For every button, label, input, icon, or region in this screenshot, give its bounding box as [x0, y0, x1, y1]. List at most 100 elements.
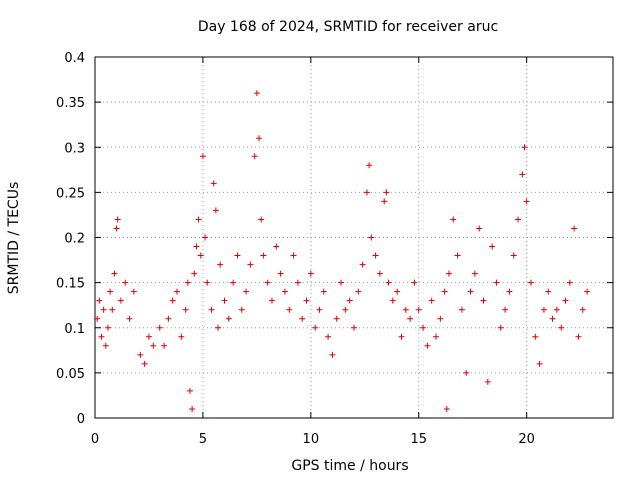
y-tick-label: 0: [77, 412, 85, 427]
data-point: [312, 324, 319, 331]
data-point: [450, 216, 457, 223]
y-tick-label: 0.25: [56, 186, 85, 201]
data-point: [256, 135, 263, 142]
data-point: [342, 306, 349, 313]
data-point: [161, 342, 168, 349]
data-point: [210, 180, 217, 187]
data-point: [212, 207, 219, 214]
data-point: [424, 342, 431, 349]
data-point: [150, 342, 157, 349]
data-point: [454, 252, 461, 259]
data-point: [299, 315, 306, 322]
data-point: [193, 243, 200, 250]
data-point: [114, 216, 121, 223]
x-axis-label: GPS time / hours: [291, 458, 408, 474]
y-tick-label: 0.3: [64, 141, 85, 156]
data-point: [540, 306, 547, 313]
y-tick-label: 0.15: [56, 277, 85, 292]
data-point: [415, 306, 422, 313]
data-point: [230, 279, 237, 286]
y-tick-label: 0.05: [56, 367, 85, 382]
data-point: [281, 288, 288, 295]
data-point: [394, 288, 401, 295]
data-point: [445, 270, 452, 277]
data-point: [221, 297, 228, 304]
data-point: [458, 306, 465, 313]
data-point: [102, 342, 109, 349]
data-point: [489, 243, 496, 250]
y-tick-label: 0.2: [64, 232, 85, 247]
data-point: [253, 90, 260, 97]
data-point: [346, 297, 353, 304]
data-point: [273, 243, 280, 250]
data-point: [260, 252, 267, 259]
data-point: [351, 324, 357, 331]
data-point: [247, 261, 254, 268]
data-point: [325, 333, 332, 340]
data-point: [527, 279, 534, 286]
data-point: [532, 333, 539, 340]
data-point: [117, 297, 124, 304]
data-point: [243, 288, 250, 295]
data-point: [497, 324, 504, 331]
data-point: [519, 171, 526, 178]
y-tick-label: 0.35: [56, 96, 85, 111]
data-point: [184, 279, 191, 286]
data-point: [137, 351, 144, 358]
data-point: [480, 297, 487, 304]
data-point: [197, 252, 204, 259]
data-point: [476, 225, 483, 232]
data-point: [329, 351, 336, 358]
data-point: [363, 189, 370, 196]
y-tick-label: 0.4: [64, 51, 85, 66]
data-point: [385, 279, 392, 286]
data-point: [355, 288, 362, 295]
data-point: [506, 288, 513, 295]
data-point: [217, 261, 224, 268]
data-point: [381, 198, 388, 205]
data-point: [208, 306, 215, 313]
data-point: [320, 288, 327, 295]
data-point: [96, 297, 103, 304]
data-point: [333, 315, 340, 322]
data-point: [389, 297, 396, 304]
data-point: [510, 252, 517, 259]
data-point: [111, 270, 118, 277]
data-point: [376, 270, 383, 277]
data-point: [182, 306, 189, 313]
data-point: [98, 333, 105, 340]
data-point: [238, 306, 245, 313]
data-point: [420, 324, 427, 331]
data-point: [411, 279, 418, 286]
data-point: [122, 279, 129, 286]
data-point: [234, 252, 241, 259]
data-point: [558, 324, 565, 331]
x-tick-label: 5: [199, 432, 207, 447]
data-point: [94, 315, 101, 322]
data-point: [141, 360, 148, 367]
data-point: [575, 333, 582, 340]
data-point: [107, 288, 114, 295]
data-point: [571, 225, 578, 232]
axis-ticks: 0 0.05 0.1 0.15 0.2 0.25 0.3 0.35 0.4 0 5 10 15 20: [56, 51, 613, 447]
data-point: [113, 225, 120, 232]
chart-title: Day 168 of 2024, SRMTID for receiver aru…: [198, 19, 498, 35]
data-point: [407, 315, 414, 322]
data-point: [109, 306, 116, 313]
data-point: [191, 270, 198, 277]
y-axis-label: SRMTID / TECUs: [6, 182, 22, 295]
x-tick-label: 20: [518, 432, 535, 447]
data-point: [294, 279, 301, 286]
data-points: [94, 90, 591, 412]
data-point: [174, 288, 181, 295]
data-point: [484, 378, 491, 385]
data-point: [398, 333, 405, 340]
data-point: [471, 270, 478, 277]
data-point: [215, 324, 222, 331]
data-point: [251, 153, 258, 160]
data-point: [545, 288, 552, 295]
data-point: [502, 306, 509, 313]
data-point: [316, 306, 323, 313]
data-point: [553, 306, 560, 313]
data-point: [463, 369, 470, 376]
